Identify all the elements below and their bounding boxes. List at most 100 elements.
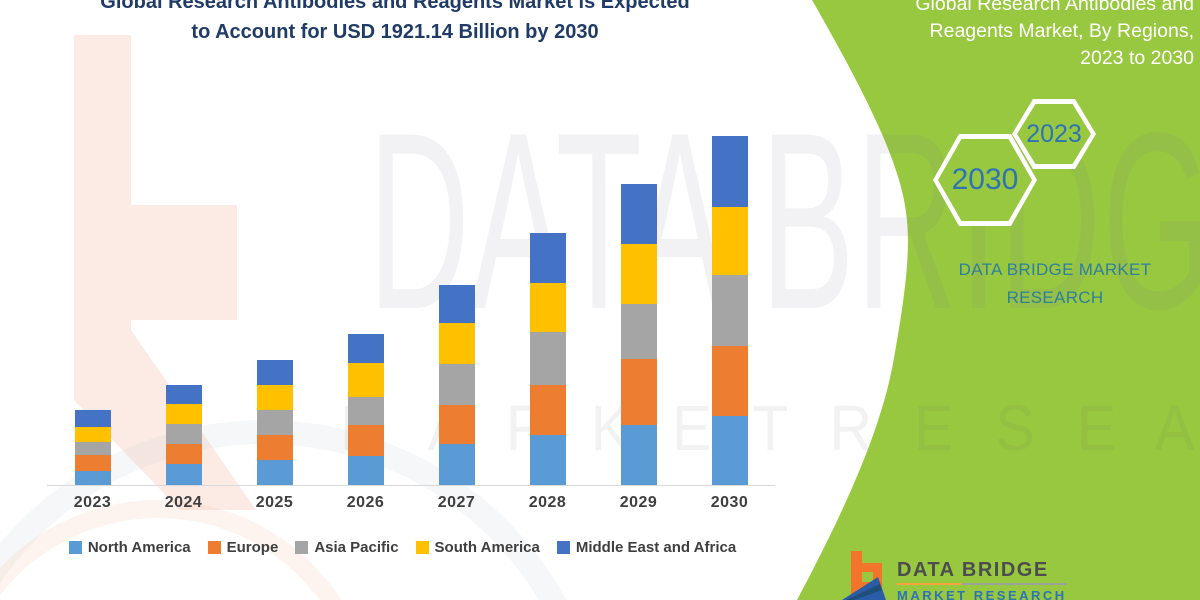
hexagon-2023-inner: 2023 [1017, 104, 1091, 164]
bar-segment-2023-south-america [74, 426, 111, 442]
legend-label-south-america: South America [434, 539, 540, 556]
bar-segment-2027-north-america [438, 444, 475, 485]
bar-segment-2025-north-america [256, 459, 293, 485]
brand-name-text: DATA BRIDGE MARKET RESEARCH [935, 256, 1175, 312]
bar-column-2024 [138, 385, 229, 485]
logo-name: DATA BRIDGE [897, 559, 1049, 581]
bar-segment-2024-middle-east-and-africa [165, 385, 202, 405]
panel-title-line2: Reagents Market, By Regions, [929, 20, 1194, 42]
bar-segment-2025-asia-pacific [256, 409, 293, 435]
bar-column-2029 [593, 184, 684, 485]
bar-segment-2025-middle-east-and-africa [256, 359, 293, 385]
legend-swatch-europe [207, 541, 221, 554]
legend-label-middle-east-and-africa: Middle East and Africa [575, 539, 737, 556]
stacked-bar-2029 [620, 184, 657, 485]
bar-chart [47, 0, 775, 485]
legend-item-middle-east-and-africa: Middle East and Africa [556, 539, 737, 556]
brand-name-line1: DATA BRIDGE MARKET [958, 260, 1152, 279]
bar-segment-2026-middle-east-and-africa [347, 333, 384, 363]
bar-segment-2027-europe [438, 405, 475, 445]
chart-legend: North America Europe Asia Pacific South Ame… [30, 539, 775, 556]
stacked-bar-2027 [438, 284, 475, 485]
bar-column-2023 [47, 409, 138, 485]
bar-segment-2027-asia-pacific [438, 363, 475, 406]
stacked-bar-2024 [165, 385, 202, 485]
bar-segment-2025-europe [256, 434, 293, 460]
x-axis-label-2023: 2023 [73, 494, 112, 511]
x-axis-label-2029: 2029 [619, 494, 658, 511]
chart-title-line2: to Account for USD 1921.14 Billion by 20… [191, 21, 599, 43]
bar-segment-2029-asia-pacific [620, 304, 657, 360]
hexagon-2030-inner: 2030 [938, 139, 1032, 221]
bar-segment-2025-south-america [256, 384, 293, 410]
legend-item-south-america: South America [415, 539, 540, 556]
bar-segment-2028-south-america [529, 283, 566, 333]
stacked-bar-2025 [256, 359, 293, 485]
legend-swatch-asia-pacific [295, 541, 309, 554]
bar-segment-2029-north-america [620, 425, 657, 485]
bar-segment-2026-europe [347, 425, 384, 456]
chart-title-line1: Global Research Antibodies and Reagents … [100, 0, 690, 13]
hexagon-2023-label: 2023 [1026, 119, 1082, 148]
bar-segment-2027-middle-east-and-africa [438, 284, 475, 323]
panel-title-line1: Global Research Antibodies and [915, 0, 1194, 15]
bar-segment-2026-north-america [347, 455, 384, 485]
legend-item-north-america: North America [68, 539, 191, 556]
x-axis-line [47, 485, 775, 486]
bar-column-2026 [320, 333, 411, 485]
x-axis-label-2025: 2025 [255, 494, 294, 511]
bar-segment-2024-europe [165, 444, 202, 465]
logo-subtitle: MARKET RESEARCH [897, 588, 1067, 600]
hexagon-2030-label: 2030 [951, 163, 1019, 196]
bar-segment-2028-asia-pacific [529, 332, 566, 385]
bar-segment-2023-north-america [74, 471, 111, 485]
bar-segment-2028-north-america [529, 435, 566, 485]
legend-swatch-south-america [415, 541, 429, 554]
bar-segment-2030-europe [711, 346, 748, 416]
x-axis-label-2027: 2027 [437, 494, 476, 511]
x-axis-labels: 2023 2024 2025 2026 2027 2028 2029 2030 [47, 494, 775, 512]
legend-label-asia-pacific: Asia Pacific [314, 539, 399, 556]
bar-segment-2026-asia-pacific [347, 396, 384, 426]
x-axis-label-2026: 2026 [346, 494, 385, 511]
bar-segment-2023-europe [74, 455, 111, 471]
bar-segment-2029-south-america [620, 244, 657, 305]
market-research-letters-watermark: M A R K E T R E S E A R C H [340, 392, 1200, 464]
legend-label-europe: Europe [226, 539, 279, 556]
panel-title: Global Research Antibodies and Reagents … [849, 0, 1194, 72]
bar-segment-2028-europe [529, 385, 566, 435]
legend-item-asia-pacific: Asia Pacific [295, 539, 399, 556]
bar-segment-2023-asia-pacific [74, 441, 111, 455]
bar-segment-2027-south-america [438, 322, 475, 364]
bar-segment-2024-north-america [165, 464, 202, 485]
bar-column-2030 [684, 136, 775, 485]
chart-title: Global Research Antibodies and Reagents … [55, 0, 735, 47]
databridge-b-icon [842, 551, 886, 600]
stacked-bar-2026 [347, 333, 384, 485]
bar-segment-2029-middle-east-and-africa [620, 184, 657, 245]
stacked-bar-2028 [529, 233, 566, 485]
legend-label-north-america: North America [87, 539, 191, 556]
bar-segment-2030-north-america [711, 416, 748, 485]
bar-segment-2030-middle-east-and-africa [711, 136, 748, 208]
bar-column-2028 [502, 233, 593, 485]
databridge-logo: DATA BRIDGE MARKET RESEARCH [842, 551, 1067, 600]
bar-column-2027 [411, 284, 502, 485]
bar-segment-2029-europe [620, 359, 657, 425]
x-axis-label-2030: 2030 [710, 494, 749, 511]
logo-underline [897, 583, 1067, 585]
x-axis-label-2028: 2028 [528, 494, 567, 511]
legend-swatch-north-america [68, 541, 82, 554]
bar-segment-2026-south-america [347, 362, 384, 397]
bar-segment-2024-asia-pacific [165, 424, 202, 445]
bar-segment-2028-middle-east-and-africa [529, 233, 566, 284]
bar-column-2025 [229, 359, 320, 485]
stacked-bar-2023 [74, 409, 111, 485]
brand-name-line2: RESEARCH [1006, 288, 1104, 307]
legend-swatch-middle-east-and-africa [556, 541, 570, 554]
logo-text-block: DATA BRIDGE MARKET RESEARCH [897, 551, 1067, 600]
bar-segment-2030-south-america [711, 207, 748, 276]
bar-segment-2023-middle-east-and-africa [74, 409, 111, 427]
